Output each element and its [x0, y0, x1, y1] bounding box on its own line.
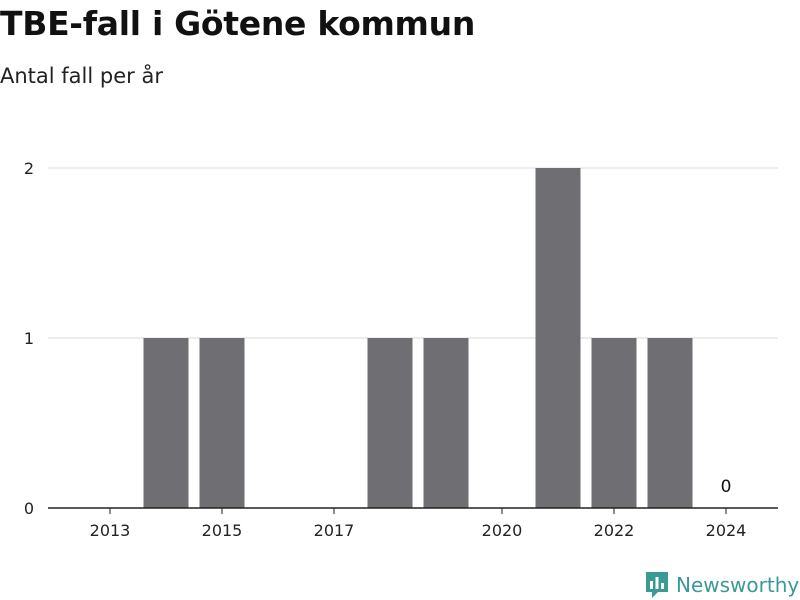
bars	[143, 168, 693, 508]
x-tick-label: 2020	[482, 521, 523, 540]
x-tick-label: 2024	[706, 521, 747, 540]
data-labels: 0	[721, 477, 732, 497]
newsworthy-logo-icon	[646, 572, 668, 598]
y-tick-label: 1	[24, 329, 34, 348]
bar-2019	[423, 338, 469, 508]
data-label: 0	[721, 477, 732, 497]
newsworthy-brand: Newsworthy	[644, 570, 799, 600]
x-axis-ticks: 2013 2015 2017 2020 2022 2024	[90, 508, 747, 540]
bar-2022	[591, 338, 637, 508]
x-tick-label: 2013	[90, 521, 131, 540]
x-tick-label: 2017	[314, 521, 355, 540]
chart-subtitle: Antal fall per år	[0, 64, 163, 88]
brand-name: Newsworthy	[676, 573, 800, 597]
x-tick-label: 2015	[202, 521, 243, 540]
bar-2014	[143, 338, 189, 508]
y-tick-label: 0	[24, 499, 34, 518]
bar-2021	[535, 168, 581, 508]
x-tick-label: 2022	[594, 521, 635, 540]
bar-chart: 0 1 2 2013 2015 2017 2020 2022 2024 0	[24, 159, 778, 540]
bar-2023	[647, 338, 693, 508]
grid-lines	[48, 167, 778, 339]
bar-2018	[367, 338, 413, 508]
chart-title: TBE-fall i Götene kommun	[0, 4, 476, 43]
y-tick-label: 2	[24, 159, 34, 178]
y-axis-ticks: 0 1 2	[24, 159, 34, 518]
bar-2015	[199, 338, 245, 508]
